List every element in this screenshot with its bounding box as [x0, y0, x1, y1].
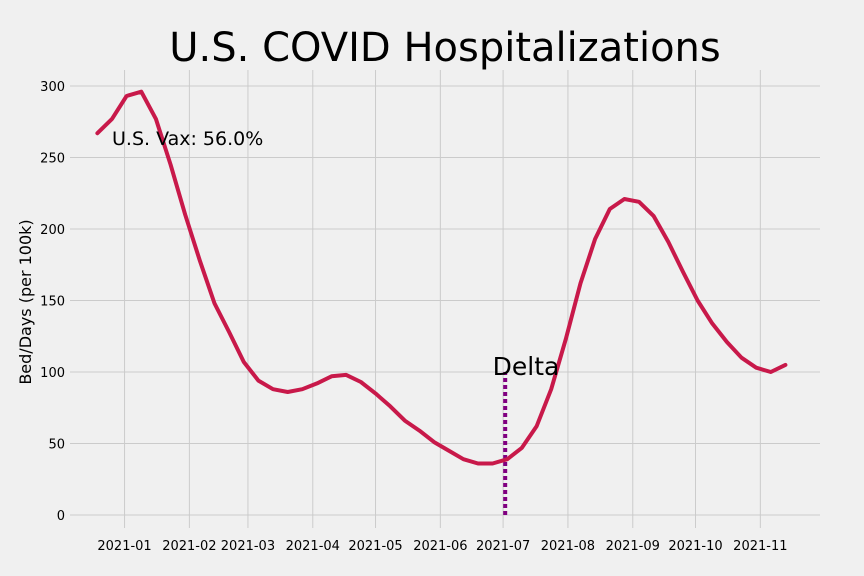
x-tick-label: 2021-11 [733, 539, 787, 554]
y-tick-label: 200 [40, 223, 65, 238]
x-tick-label: 2021-04 [286, 539, 340, 554]
x-tick-label: 2021-02 [162, 539, 216, 554]
y-tick-label: 0 [57, 509, 65, 524]
y-gridlines [70, 85, 820, 516]
x-tick-label: 2021-03 [221, 539, 275, 554]
x-tick-label: 2021-05 [348, 539, 402, 554]
x-tick-label: 2021-09 [606, 539, 660, 554]
y-tick-label: 150 [40, 295, 65, 310]
y-tick-label: 250 [40, 152, 65, 167]
x-tick-label: 2021-06 [413, 539, 467, 554]
y-axis-label: Bed/Days (per 100k) [16, 219, 35, 384]
x-gridlines [124, 70, 761, 528]
y-tick-labels: 0 50 100 150 200 250 300 [40, 80, 65, 524]
x-tick-label: 2021-01 [97, 539, 151, 554]
x-tick-label: 2021-07 [476, 539, 530, 554]
x-tick-label: 2021-10 [668, 539, 722, 554]
x-tick-label: 2021-08 [541, 539, 595, 554]
y-tick-label: 100 [40, 366, 65, 381]
vax-annotation: U.S. Vax: 56.0% [112, 128, 263, 150]
delta-annotation: Delta [493, 352, 560, 381]
x-tick-labels: 2021-01 2021-02 2021-03 2021-04 2021-05 2021-… [97, 539, 787, 554]
hospitalization-line [95, 89, 788, 466]
y-tick-label: 50 [48, 438, 65, 453]
y-tick-label: 300 [40, 80, 65, 95]
chart-title: U.S. COVID Hospitalizations [169, 25, 720, 71]
